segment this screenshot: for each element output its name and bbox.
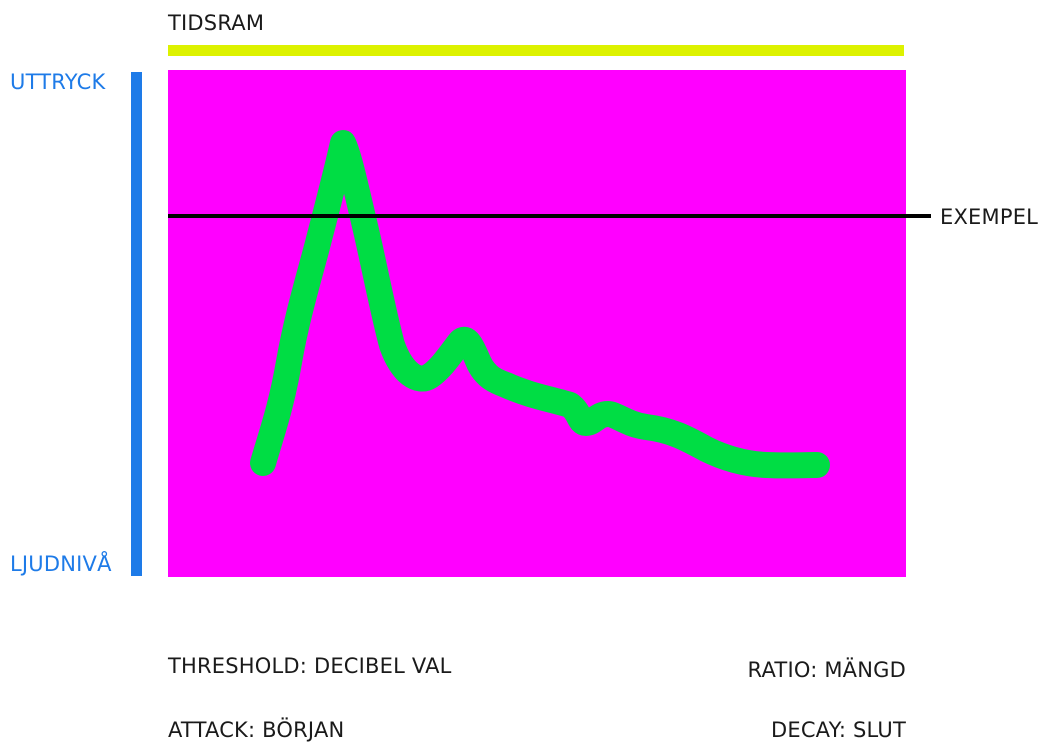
time-frame-bar — [168, 45, 904, 56]
reference-line — [168, 214, 931, 218]
ratio-caption: RATIO: MÄNGD — [747, 658, 906, 682]
decay-caption: DECAY: SLUT — [770, 718, 906, 742]
plot-area — [168, 70, 906, 577]
expression-label: UTTRYCK — [10, 70, 106, 94]
sound-level-label: LJUDNIVÅ — [10, 552, 112, 576]
attack-caption: ATTACK: BÖRJAN — [168, 718, 345, 742]
threshold-caption: THRESHOLD: DECIBEL VAL — [168, 654, 452, 678]
reference-line-label: EXEMPEL — [940, 205, 1039, 229]
time-frame-label: TIDSRAM — [168, 11, 265, 35]
level-axis-bar — [131, 72, 142, 576]
